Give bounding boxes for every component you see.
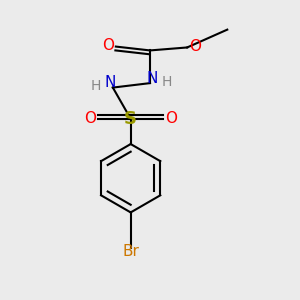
Text: H: H [90,79,101,93]
Text: S: S [124,110,137,128]
Text: O: O [165,111,177,126]
Text: O: O [189,39,201,54]
Text: Br: Br [122,244,139,259]
Text: N: N [105,75,116,90]
Text: O: O [102,38,114,53]
Text: N: N [147,71,158,86]
Text: H: H [162,75,172,88]
Text: O: O [85,111,97,126]
